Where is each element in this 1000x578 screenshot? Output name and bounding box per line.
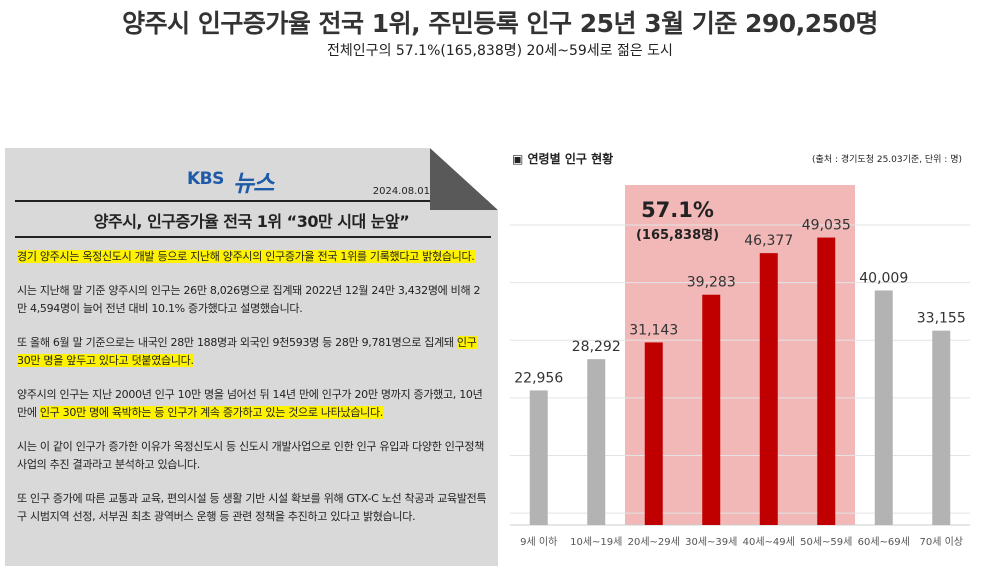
news-paragraph: 시는 이 같이 인구가 증가한 이유가 옥정신도시 등 신도시 개발사업으로 인… (17, 438, 487, 474)
chart-title: ▣ 연령별 인구 현황 (512, 152, 614, 166)
data-label: 39,283 (687, 275, 736, 291)
news-paragraph: 경기 양주시는 옥정신도시 개발 등으로 지난해 양주시의 인구증가율 전국 1… (17, 248, 487, 266)
age-population-chart: 22,956 9세 이하 28,292 10세~19세 31,143 20세~29세 39,… (510, 185, 970, 548)
news-paragraph: 양주시의 인구는 지난 2000년 인구 10만 명을 넘어선 뒤 14년 만에… (17, 386, 487, 422)
news-card: KBS 뉴스 2024.08.01 양주시, 인구증가율 전국 1위 “30만 … (5, 148, 498, 566)
x-tick-label: 70세 이상 (919, 536, 963, 548)
x-tick-label: 10세~19세 (570, 536, 622, 548)
data-label: 28,292 (572, 339, 621, 355)
kbs-news-logo: KBS 뉴스 (187, 166, 307, 197)
news-divider-bottom (15, 236, 491, 238)
news-paragraph-text: 양주시의 인구는 지난 2000년 인구 10만 명을 넘어선 뒤 14년 만에… (17, 388, 483, 419)
news-paragraph-text: 또 올해 6월 말 기준으로는 내국인 28만 188명과 외국인 9천593명… (17, 336, 457, 349)
annotation-count: (165,838명) (636, 227, 719, 243)
x-tick-label: 20세~29세 (628, 536, 680, 548)
news-body: 경기 양주시는 옥정신도시 개발 등으로 지난해 양주시의 인구증가율 전국 1… (17, 248, 487, 542)
news-paragraph-text: 시는 지난해 말 기준 양주시의 인구는 26만 8,026명으로 집계돼 20… (17, 284, 481, 315)
bar (702, 294, 721, 525)
x-tick-label: 9세 이하 (520, 535, 557, 548)
data-label: 33,155 (917, 311, 966, 327)
news-highlight-text: 경기 양주시는 옥정신도시 개발 등으로 지난해 양주시의 인구증가율 전국 1… (17, 250, 475, 263)
data-label: 49,035 (802, 218, 851, 234)
data-label: 46,377 (744, 233, 793, 249)
logo-kbs-text: KBS (187, 169, 224, 189)
news-paragraph-text: 또 인구 증가에 따른 교통과 교육, 편의시설 등 생활 기반 시설 확보를 … (17, 492, 487, 523)
news-title: 양주시, 인구증가율 전국 1위 “30만 시대 눈앞” (93, 212, 410, 231)
page-headline: 양주시 인구증가율 전국 1위, 주민등록 인구 25년 3월 기준 290,2… (122, 9, 878, 38)
bar (874, 290, 893, 525)
bar (529, 390, 548, 525)
annotation-percent: 57.1% (641, 198, 714, 222)
news-highlight-text: 인구 30만 명에 육박하는 등 인구가 계속 증가하고 있는 것으로 나타났습… (39, 406, 384, 419)
bar (817, 237, 836, 525)
x-tick-label: 40세~49세 (743, 536, 795, 548)
data-label: 22,956 (514, 370, 563, 386)
news-divider-top (15, 200, 491, 202)
logo-news-text: 뉴스 (233, 171, 274, 197)
highlight-band (625, 185, 855, 525)
bar (759, 253, 778, 525)
news-date: 2024.08.01 (372, 186, 430, 197)
bar (587, 359, 606, 525)
page-curl-icon (430, 148, 498, 210)
page-subheadline: 전체인구의 57.1%(165,838명) 20세~59세로 젊은 도시 (327, 43, 673, 59)
news-paragraph: 또 인구 증가에 따른 교통과 교육, 편의시설 등 생활 기반 시설 확보를 … (17, 490, 487, 526)
x-tick-label: 30세~39세 (685, 536, 737, 548)
news-paragraph: 시는 지난해 말 기준 양주시의 인구는 26만 8,026명으로 집계돼 20… (17, 282, 487, 318)
data-label: 40,009 (859, 270, 908, 286)
bar (932, 330, 951, 525)
news-paragraph-text: 시는 이 같이 인구가 증가한 이유가 옥정신도시 등 신도시 개발사업으로 인… (17, 440, 485, 471)
bar (644, 342, 663, 525)
chart-source: (출처 : 경기도청 25.03기준, 단위 : 명) (812, 155, 962, 165)
x-tick-label: 50세~59세 (800, 536, 852, 548)
x-tick-label: 60세~69세 (858, 536, 910, 548)
data-label: 31,143 (629, 322, 678, 338)
news-paragraph: 또 올해 6월 말 기준으로는 내국인 28만 188명과 외국인 9천593명… (17, 334, 487, 370)
